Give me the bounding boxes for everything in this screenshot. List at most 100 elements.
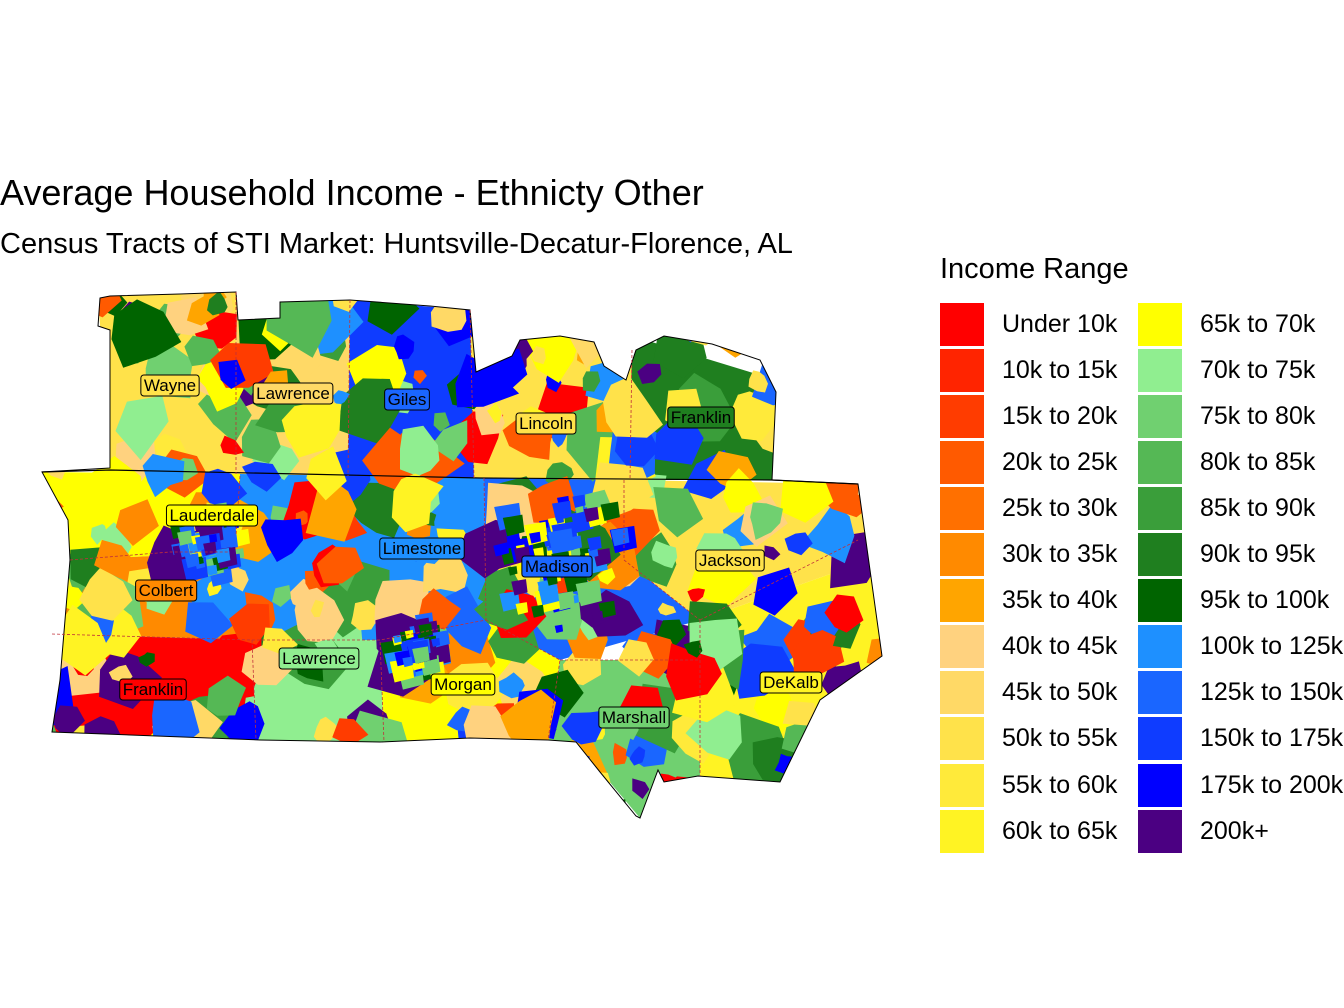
- census-tract: [632, 778, 650, 799]
- county-boundary: [699, 539, 859, 621]
- legend-swatch: [940, 717, 984, 761]
- county-name: Limestone: [383, 539, 461, 558]
- legend-item: 60k to 65k: [940, 808, 1117, 854]
- census-tract: [306, 446, 347, 501]
- census-tract: [824, 594, 864, 633]
- census-tract: [348, 791, 386, 818]
- legend-label: 65k to 70k: [1200, 309, 1316, 338]
- census-tract: [637, 363, 662, 384]
- census-tract: [598, 600, 616, 619]
- legend-item: 200k+: [1138, 808, 1269, 854]
- census-tract: [43, 292, 87, 325]
- county-label-box: [598, 706, 670, 729]
- census-tract: [58, 399, 102, 454]
- legend-item: 35k to 40k: [940, 578, 1117, 624]
- county-label-layer: Wayne Lawrence Giles Lincoln Franklin Lauderd…: [119, 374, 823, 729]
- county-name: Jackson: [699, 551, 761, 570]
- census-tract: [42, 782, 58, 812]
- census-tract: [783, 300, 814, 332]
- census-tract: [499, 590, 521, 612]
- census-tract: [862, 455, 882, 479]
- legend-swatch: [1138, 717, 1182, 761]
- census-tract: [808, 407, 868, 458]
- legend-label: 200k+: [1200, 816, 1269, 845]
- county-label: Jackson: [695, 549, 765, 572]
- legend-swatch: [940, 763, 984, 807]
- legend-swatch: [940, 625, 984, 669]
- county-label-box: [521, 555, 593, 578]
- legend-label: 40k to 45k: [1002, 632, 1118, 661]
- county-label-box: [278, 647, 360, 670]
- census-tract: [487, 402, 502, 424]
- census-tract: [94, 539, 135, 579]
- census-tract: [850, 767, 882, 811]
- census-tract: [413, 370, 427, 385]
- census-tract: [782, 700, 817, 726]
- map-title: Average Household Income - Ethnicty Othe…: [0, 172, 704, 213]
- census-tract: [531, 346, 546, 365]
- census-tract: [431, 637, 441, 647]
- legend-item: 30k to 35k: [940, 532, 1117, 578]
- legend-swatch: [940, 809, 984, 853]
- census-tract: [555, 515, 564, 524]
- census-tract: [177, 530, 193, 546]
- census-tract: [138, 652, 155, 667]
- census-tract: [690, 292, 723, 323]
- census-tract: [498, 672, 525, 699]
- legend-swatch: [940, 302, 984, 346]
- legend-item: 45k to 50k: [940, 670, 1117, 716]
- census-tract: [791, 408, 830, 443]
- census-tract: [183, 752, 212, 784]
- census-tract: [392, 746, 441, 787]
- census-tract: [799, 318, 849, 381]
- census-tract: [600, 501, 620, 522]
- legend-item: 15k to 20k: [940, 393, 1117, 439]
- census-tract: [219, 701, 265, 747]
- census-tract: [511, 579, 528, 596]
- census-tract: [430, 420, 468, 462]
- county-label: Franklin: [119, 678, 187, 701]
- census-tract: [587, 536, 602, 551]
- census-tract: [214, 746, 251, 786]
- census-tract: [580, 305, 596, 323]
- census-tract: [229, 603, 270, 645]
- county-label: Lincoln: [515, 412, 577, 435]
- legend-label: 30k to 35k: [1002, 540, 1118, 568]
- census-tract: [767, 365, 833, 413]
- county-name: Madison: [525, 557, 589, 576]
- census-tract: [412, 646, 430, 664]
- census-tract: [42, 770, 68, 800]
- county-name: Lawrence: [282, 649, 356, 668]
- legend-label: 150k to 175k: [1200, 724, 1344, 753]
- county-boundary: [623, 480, 701, 621]
- census-tract: [142, 799, 197, 818]
- census-tract: [538, 292, 594, 327]
- legend-item: 10k to 15k: [940, 347, 1117, 393]
- county-label: Lawrence: [252, 382, 334, 405]
- census-tract: [400, 425, 440, 477]
- census-tract: [430, 300, 467, 332]
- legend-label: 20k to 25k: [1002, 447, 1118, 476]
- census-tract: [207, 533, 218, 544]
- county-label: Lauderdale: [165, 504, 259, 527]
- legend-swatch: [940, 533, 984, 576]
- census-tract: [477, 292, 505, 312]
- county-name: Lawrence: [256, 384, 330, 403]
- county-name: Morgan: [434, 675, 492, 694]
- county-label: Marshall: [598, 706, 670, 729]
- census-tract: [603, 799, 628, 818]
- census-tract: [430, 793, 476, 818]
- legend-swatch: [1138, 394, 1182, 438]
- census-tract: [551, 430, 568, 448]
- legend-swatch: [940, 394, 984, 438]
- county-label-box: [252, 382, 334, 405]
- county-label-box: [695, 549, 765, 572]
- census-tract: [206, 675, 246, 716]
- legend-label: 60k to 65k: [1002, 816, 1118, 845]
- census-tract: [463, 761, 487, 791]
- census-tract: [443, 764, 462, 787]
- census-tract: [508, 566, 518, 576]
- census-tract: [533, 547, 545, 559]
- county-name: Colbert: [139, 581, 194, 600]
- legend-label: 85k to 90k: [1200, 493, 1316, 522]
